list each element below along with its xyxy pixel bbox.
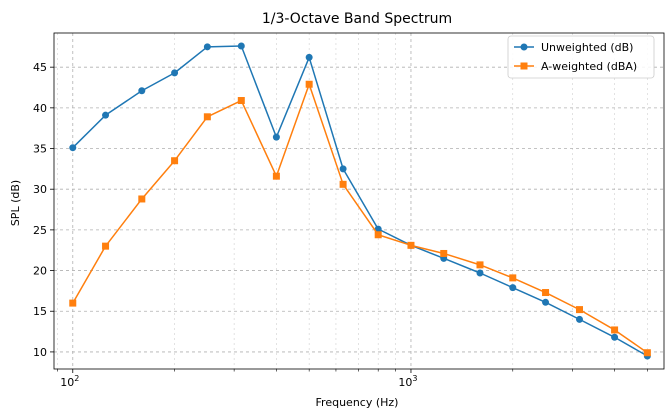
data-point-a-weighted [643, 349, 651, 357]
data-point-unweighted [476, 269, 484, 277]
data-point-unweighted [542, 298, 550, 306]
series-line-unweighted [72, 45, 648, 357]
data-point-unweighted [69, 144, 77, 152]
data-point-unweighted [374, 225, 382, 233]
x-tick-label: 103 [398, 374, 417, 389]
data-point-a-weighted [339, 180, 347, 188]
data-point-a-weighted [203, 113, 211, 121]
data-point-unweighted [138, 87, 146, 95]
y-axis-label: SPL (dB) [9, 180, 22, 226]
data-point-a-weighted [509, 274, 517, 282]
data-point-a-weighted [237, 97, 245, 105]
data-point-a-weighted [138, 195, 146, 203]
y-tick-label: 30 [33, 183, 47, 196]
chart-title: 1/3-Octave Band Spectrum [262, 11, 452, 27]
data-point-unweighted [272, 133, 280, 141]
y-tick-label: 15 [33, 305, 47, 318]
y-tick-label: 20 [33, 265, 47, 278]
legend-marker-a-weighted [520, 62, 528, 70]
series-lines [69, 42, 651, 360]
y-tick-label: 40 [33, 102, 47, 115]
data-point-a-weighted [272, 172, 280, 180]
legend-label-unweighted: Unweighted (dB) [541, 41, 633, 54]
data-point-a-weighted [542, 289, 550, 297]
x-axis-label: Frequency (Hz) [316, 396, 399, 409]
data-point-a-weighted [305, 80, 313, 88]
data-point-unweighted [203, 43, 211, 51]
data-point-a-weighted [374, 231, 382, 239]
grid [54, 33, 664, 369]
series-line-a-weighted [72, 83, 648, 354]
data-point-a-weighted [575, 306, 583, 314]
y-tick-label: 35 [33, 143, 47, 156]
y-tick-label: 45 [33, 61, 47, 74]
data-point-unweighted [102, 111, 110, 119]
data-point-unweighted [339, 165, 347, 173]
legend-marker-unweighted [520, 43, 528, 51]
data-point-a-weighted [407, 241, 415, 249]
data-point-unweighted [305, 53, 313, 61]
data-point-a-weighted [69, 299, 77, 307]
plot-area-frame [53, 32, 665, 370]
data-point-a-weighted [611, 326, 619, 334]
data-point-unweighted [509, 284, 517, 292]
x-tick-label: 102 [60, 374, 79, 389]
legend: Unweighted (dB) A-weighted (dBA) [507, 35, 655, 79]
axis-ticks: 102 103 10 15 20 25 30 35 40 45 [33, 61, 648, 389]
legend-box [507, 35, 655, 79]
y-tick-label: 10 [33, 346, 47, 359]
data-point-unweighted [575, 315, 583, 323]
data-point-unweighted [611, 333, 619, 341]
data-point-a-weighted [171, 157, 179, 165]
data-point-a-weighted [102, 242, 110, 250]
data-point-unweighted [237, 42, 245, 50]
legend-label-a-weighted: A-weighted (dBA) [541, 60, 637, 73]
data-point-a-weighted [476, 261, 484, 269]
y-tick-label: 25 [33, 224, 47, 237]
data-point-unweighted [171, 69, 179, 77]
data-point-a-weighted [440, 249, 448, 257]
